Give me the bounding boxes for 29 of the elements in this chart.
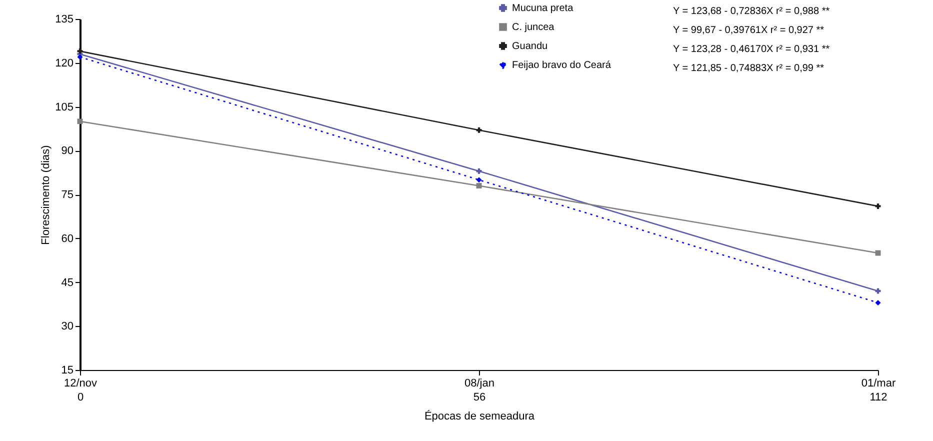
annotation: Y = 121,85 - 0,74883X r² = 0,99 ** — [673, 63, 824, 74]
x-tick-label: 01/mar 112 — [861, 378, 896, 404]
y-tick-label: 120 — [55, 57, 74, 70]
legend-label: Feijao bravo do Ceará — [512, 60, 612, 71]
y-tick-label: 135 — [55, 14, 74, 26]
annotation: Y = 99,67 - 0,39761X r² = 0,927 ** — [673, 25, 824, 36]
point — [77, 54, 83, 60]
point — [476, 177, 482, 183]
y-tick-label: 60 — [61, 232, 74, 245]
point — [77, 118, 83, 124]
legend-label: C. juncea — [512, 22, 555, 33]
y-tick-label: 105 — [55, 101, 74, 114]
point — [77, 48, 83, 54]
point — [476, 182, 482, 188]
x-tick-label: 08/jan 56 — [464, 378, 494, 404]
x-axis-title: Épocas de semeadura — [424, 410, 536, 422]
legend-label: Guandu — [512, 41, 548, 52]
y-tick-label: 75 — [61, 189, 74, 201]
text: Y = 123,68 - 0,72836X r² = 0,988 ** — [673, 6, 830, 17]
legend-label: Mucuna preta — [512, 3, 574, 14]
y-axis-title: Florescimento (dias) — [40, 145, 52, 245]
y-tick-label: 30 — [61, 320, 74, 333]
point — [875, 203, 881, 209]
y-tick-label: 45 — [61, 276, 74, 289]
x-tick-label: 12/nov 0 — [64, 378, 98, 404]
annotation: Y = 123,28 - 0,46170X r² = 0,931 ** — [673, 44, 830, 55]
y-tick-label: 15 — [61, 364, 74, 376]
y-tick-label: 90 — [61, 145, 74, 158]
point — [875, 300, 881, 306]
